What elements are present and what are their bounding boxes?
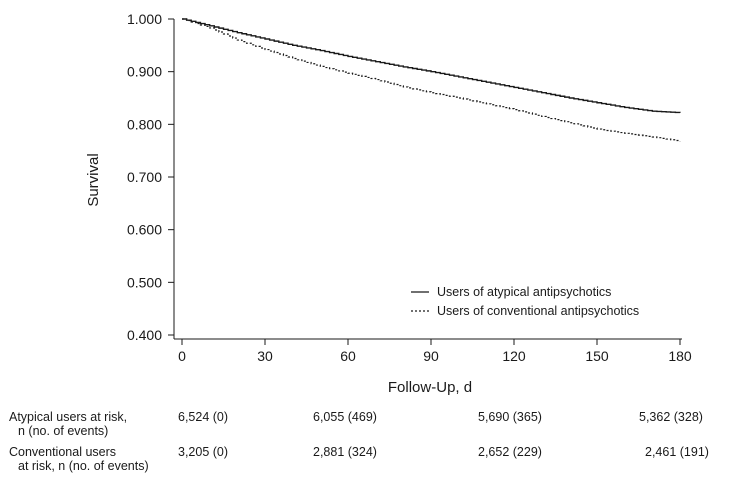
risk-cell-day120: 2,652 (229) bbox=[478, 445, 542, 459]
x-tick-label: 90 bbox=[423, 348, 439, 364]
legend-item-atypical: Users of atypical antipsychotics bbox=[411, 285, 611, 299]
risk-cell-day0: 3,205 (0) bbox=[178, 445, 229, 459]
risk-cell-day180: 5,362 (328) bbox=[639, 410, 703, 424]
risk-cell-day60: 2,881 (324) bbox=[313, 445, 377, 459]
y-tick-label: 0.500 bbox=[127, 274, 162, 290]
survival-chart: 0.400 0.500 0.600 0.700 0.800 0.900 1.000 0 30 6… bbox=[85, 11, 692, 396]
x-tick-label: 120 bbox=[502, 348, 526, 364]
x-tick-label: 0 bbox=[178, 348, 186, 364]
y-tick-label: 0.700 bbox=[127, 169, 162, 185]
risk-row-label-line2: at risk, n (no. of events) bbox=[18, 459, 149, 473]
y-tick-label: 1.000 bbox=[127, 11, 162, 27]
risk-row-atypical: Atypical users at risk, n (no. of events… bbox=[0, 410, 731, 440]
y-tick-label: 0.600 bbox=[127, 222, 162, 238]
x-tick-label: 150 bbox=[585, 348, 609, 364]
x-tick-label: 60 bbox=[340, 348, 356, 364]
risk-row-label: Atypical users at risk, n (no. of events… bbox=[9, 410, 189, 438]
legend: Users of atypical antipsychotics Users o… bbox=[411, 285, 639, 318]
y-tick-label: 0.800 bbox=[127, 116, 162, 132]
risk-cell-day0: 6,524 (0) bbox=[178, 410, 229, 424]
risk-row-label: Conventional users at risk, n (no. of ev… bbox=[9, 445, 189, 473]
risk-row-label-line1: Atypical users at risk, bbox=[9, 410, 128, 424]
y-tick-label: 0.900 bbox=[127, 64, 162, 80]
risk-cell-day120: 5,690 (365) bbox=[478, 410, 542, 424]
legend-label-conventional: Users of conventional antipsychotics bbox=[437, 304, 639, 318]
series-line-atypical bbox=[182, 18, 681, 114]
y-axis-title: Survival bbox=[85, 153, 102, 206]
y-tick-label: 0.400 bbox=[127, 327, 162, 343]
risk-cell-day60: 6,055 (469) bbox=[313, 410, 377, 424]
x-ticks: 0 30 60 90 120 150 180 bbox=[178, 339, 692, 364]
series-line-conventional bbox=[182, 18, 681, 142]
y-ticks: 0.400 0.500 0.600 0.700 0.800 0.900 1.000 bbox=[127, 11, 174, 343]
legend-item-conventional: Users of conventional antipsychotics bbox=[411, 304, 639, 318]
risk-row-label-line1: Conventional users bbox=[9, 445, 117, 459]
x-axis-title: Follow-Up, d bbox=[388, 379, 472, 396]
plot-area: 0.400 0.500 0.600 0.700 0.800 0.900 1.000 0 30 6… bbox=[127, 11, 692, 364]
risk-row-conventional: Conventional users at risk, n (no. of ev… bbox=[0, 445, 731, 475]
series-lines bbox=[182, 18, 681, 142]
x-tick-label: 180 bbox=[668, 348, 692, 364]
x-tick-label: 30 bbox=[257, 348, 273, 364]
risk-cell-day180: 2,461 (191) bbox=[645, 445, 709, 459]
legend-label-atypical: Users of atypical antipsychotics bbox=[437, 285, 611, 299]
risk-row-label-line2: n (no. of events) bbox=[18, 424, 109, 438]
